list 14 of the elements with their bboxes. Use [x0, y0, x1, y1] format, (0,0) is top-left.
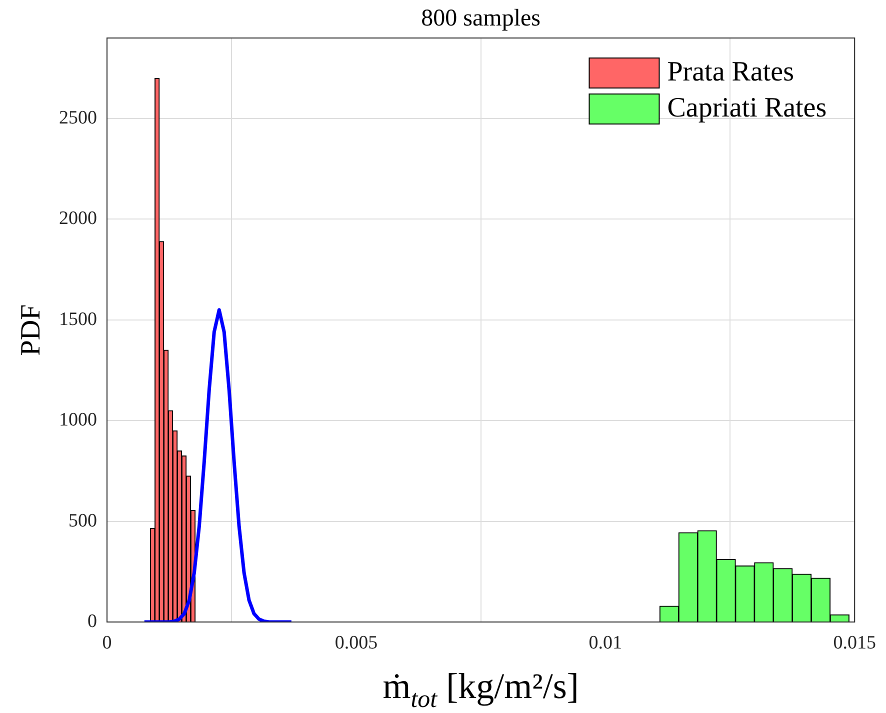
y-tick-label: 500	[68, 510, 97, 532]
x-tick-label: 0.01	[588, 632, 622, 654]
x-tick-label: 0	[102, 632, 112, 654]
y-tick-label: 0	[88, 610, 97, 632]
y-tick-label: 2000	[59, 208, 97, 230]
legend-label: Capriati Rates	[667, 92, 827, 124]
x-tick-label: 0.015	[833, 632, 876, 654]
y-axis-title: PDF	[15, 304, 46, 356]
x-tick-label: 0.005	[334, 632, 378, 654]
y-tick-label: 1000	[59, 410, 97, 431]
legend-label: Prata Rates	[667, 56, 794, 88]
y-tick-label: 2500	[59, 108, 97, 129]
y-tick-label: 1500	[59, 308, 97, 330]
chart-title: 800 samples	[421, 5, 540, 32]
